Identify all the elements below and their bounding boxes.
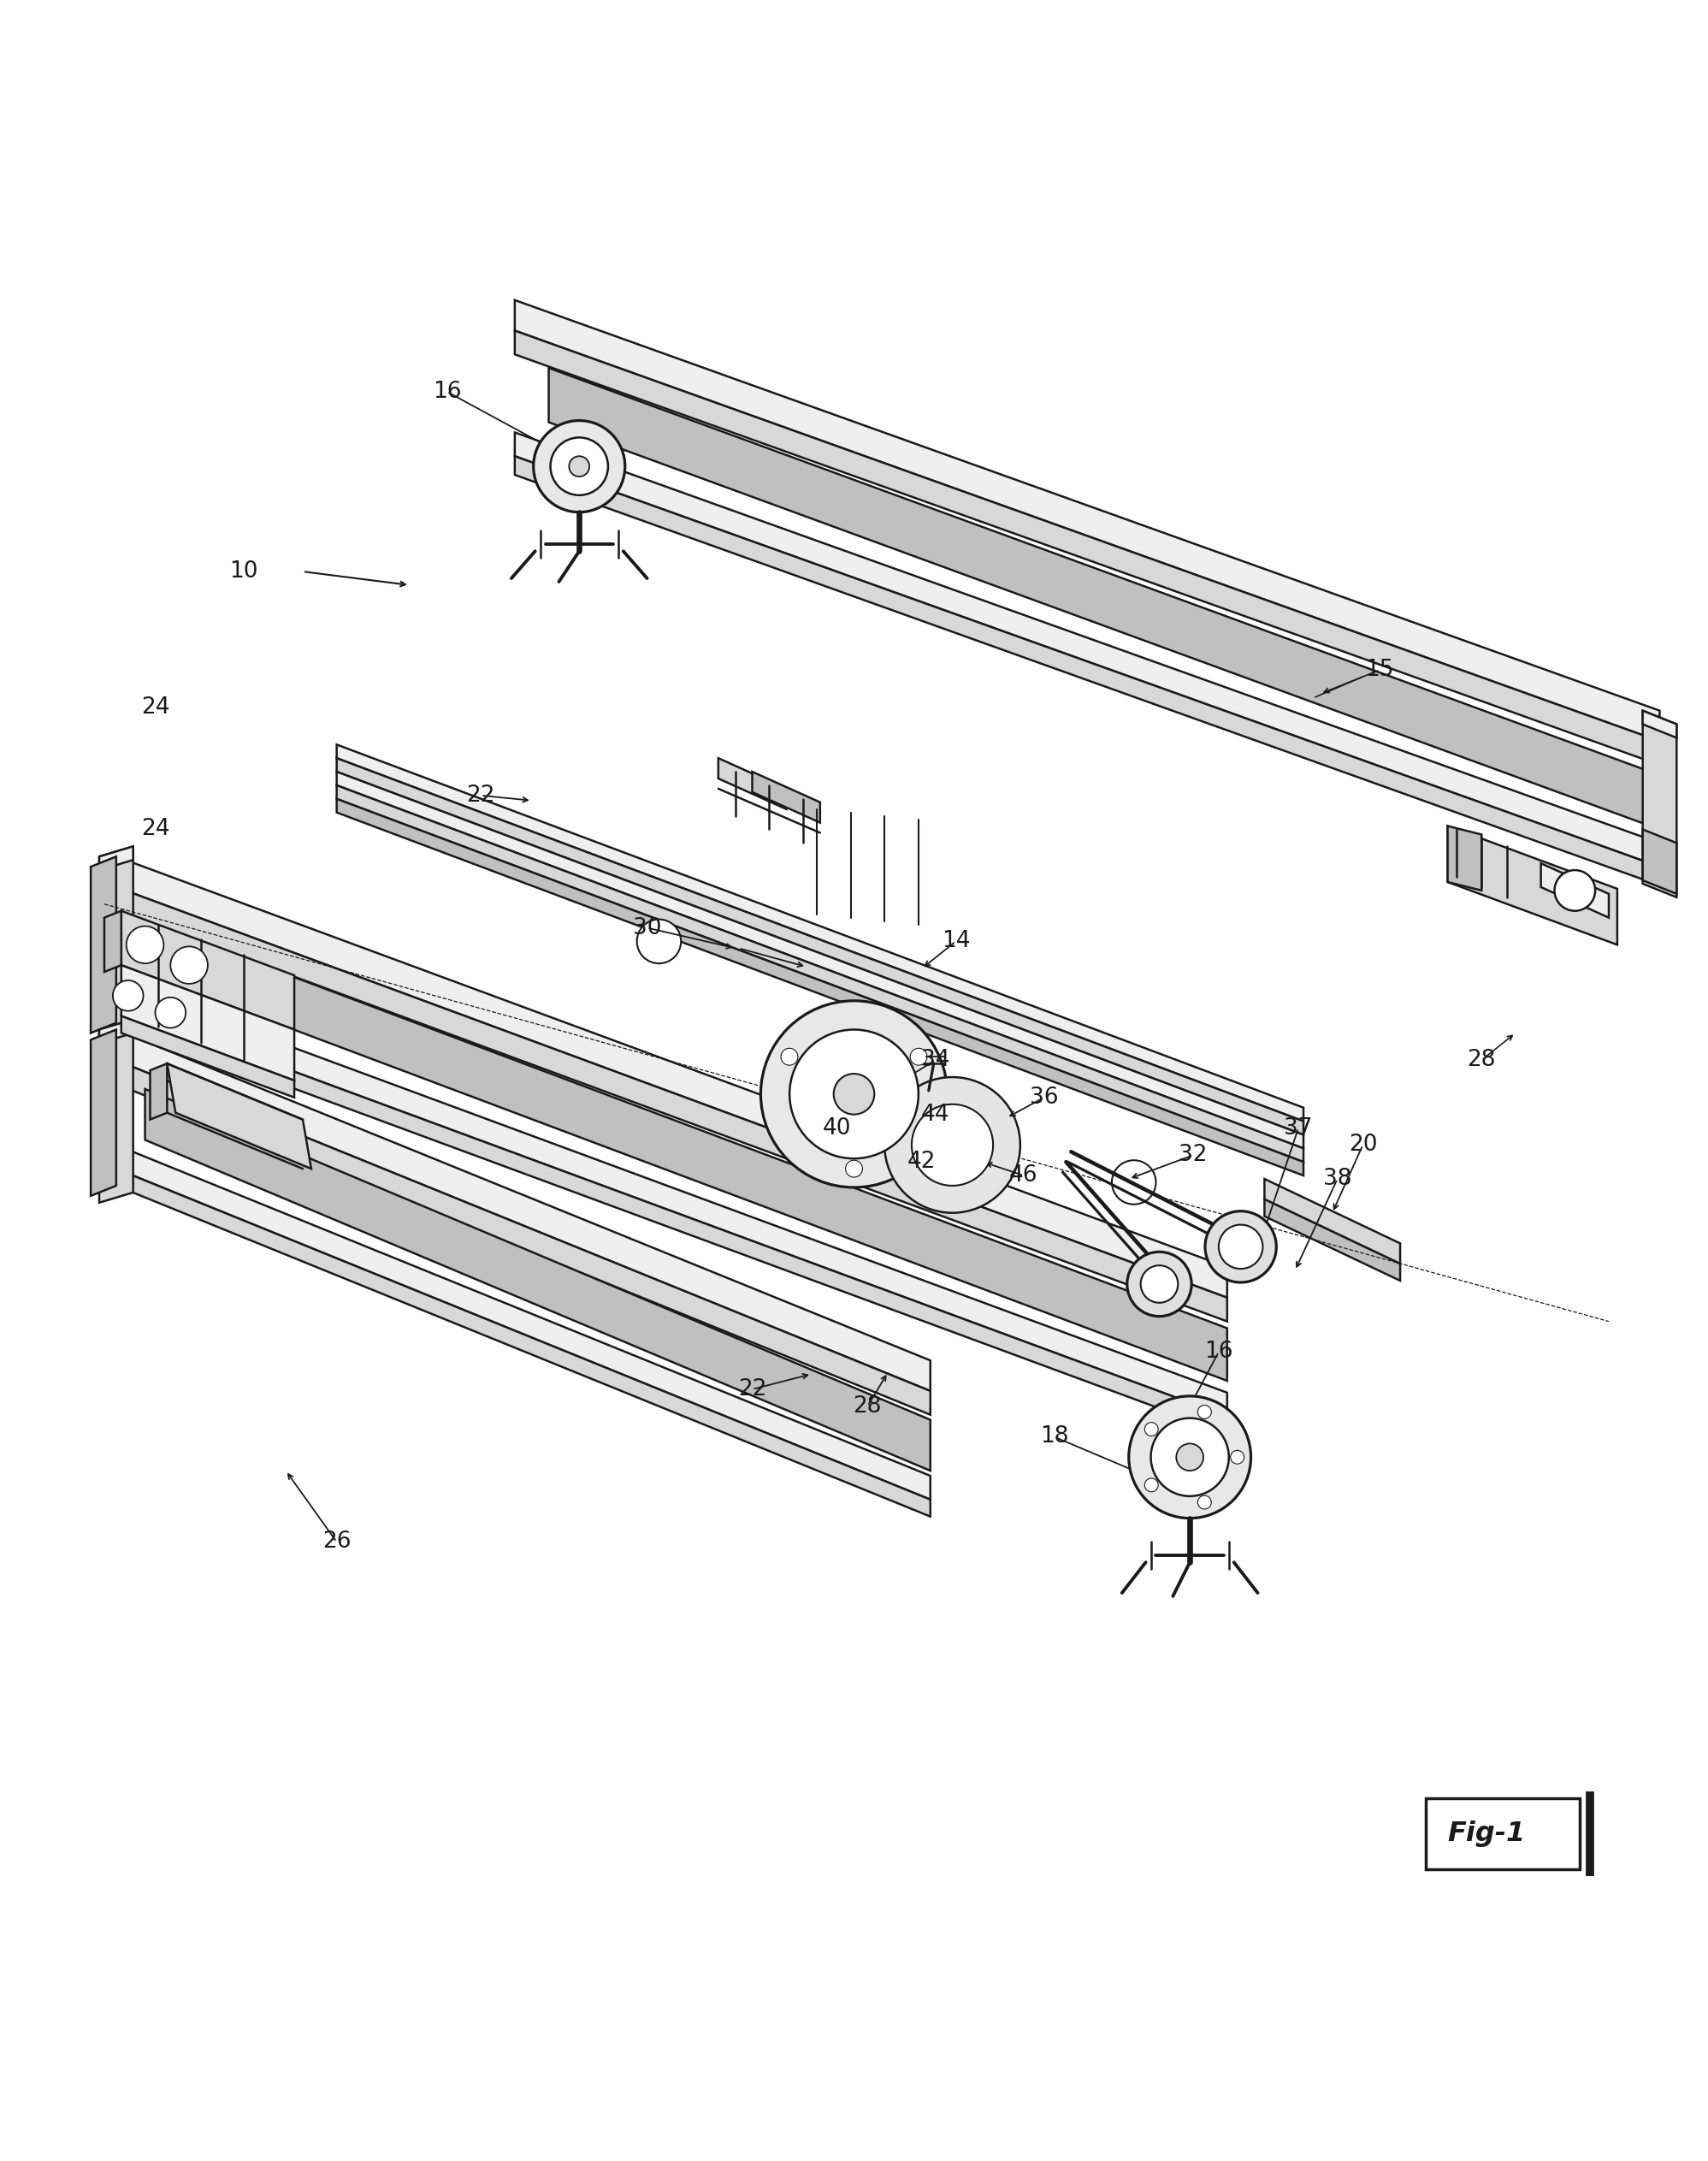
Polygon shape bbox=[1448, 826, 1481, 890]
Text: 36: 36 bbox=[1030, 1087, 1059, 1109]
Polygon shape bbox=[514, 331, 1660, 765]
Text: Fig-1: Fig-1 bbox=[1448, 1820, 1525, 1848]
Text: 10: 10 bbox=[229, 560, 258, 583]
Text: 26: 26 bbox=[323, 1530, 352, 1554]
Circle shape bbox=[550, 437, 608, 495]
Circle shape bbox=[885, 1076, 1020, 1212]
Polygon shape bbox=[1448, 826, 1617, 944]
Circle shape bbox=[637, 918, 681, 964]
Circle shape bbox=[912, 1104, 992, 1186]
Polygon shape bbox=[752, 771, 820, 823]
Circle shape bbox=[533, 421, 625, 512]
Circle shape bbox=[1177, 1444, 1204, 1472]
FancyBboxPatch shape bbox=[1426, 1798, 1580, 1869]
Polygon shape bbox=[336, 800, 1303, 1176]
Text: 22: 22 bbox=[466, 784, 495, 806]
Polygon shape bbox=[1264, 1180, 1401, 1264]
Polygon shape bbox=[145, 921, 1226, 1381]
Polygon shape bbox=[1264, 1199, 1401, 1281]
Polygon shape bbox=[1643, 711, 1677, 737]
Circle shape bbox=[1144, 1422, 1158, 1437]
Polygon shape bbox=[99, 847, 133, 1039]
Text: 44: 44 bbox=[921, 1104, 950, 1126]
Polygon shape bbox=[116, 856, 1226, 1297]
Text: 22: 22 bbox=[738, 1379, 767, 1400]
Circle shape bbox=[834, 1074, 874, 1115]
Text: 16: 16 bbox=[432, 380, 461, 402]
Polygon shape bbox=[121, 910, 294, 1029]
Polygon shape bbox=[116, 1005, 1226, 1433]
Polygon shape bbox=[548, 367, 1660, 830]
Polygon shape bbox=[116, 1029, 931, 1392]
Polygon shape bbox=[116, 888, 1226, 1320]
Polygon shape bbox=[719, 759, 786, 808]
Polygon shape bbox=[99, 1020, 133, 1044]
Circle shape bbox=[1197, 1495, 1211, 1508]
Polygon shape bbox=[99, 847, 133, 871]
Text: 46: 46 bbox=[1009, 1165, 1038, 1186]
Text: 24: 24 bbox=[140, 696, 169, 717]
Circle shape bbox=[1197, 1405, 1211, 1420]
Polygon shape bbox=[116, 1169, 931, 1517]
Polygon shape bbox=[121, 966, 294, 1080]
Circle shape bbox=[760, 1001, 948, 1186]
Circle shape bbox=[1206, 1210, 1276, 1281]
Circle shape bbox=[1554, 871, 1595, 910]
Circle shape bbox=[113, 981, 143, 1011]
Polygon shape bbox=[104, 910, 121, 972]
Circle shape bbox=[1127, 1251, 1192, 1316]
Polygon shape bbox=[121, 1016, 294, 1098]
Circle shape bbox=[126, 927, 164, 964]
Circle shape bbox=[569, 456, 589, 478]
Text: 40: 40 bbox=[823, 1117, 851, 1139]
Text: 32: 32 bbox=[1179, 1143, 1208, 1167]
Polygon shape bbox=[116, 981, 1226, 1415]
Text: 28: 28 bbox=[1467, 1048, 1496, 1072]
Polygon shape bbox=[336, 784, 1303, 1163]
Polygon shape bbox=[99, 1020, 133, 1204]
Polygon shape bbox=[91, 1029, 116, 1195]
Polygon shape bbox=[150, 1063, 167, 1119]
Circle shape bbox=[1112, 1160, 1156, 1204]
Polygon shape bbox=[91, 856, 116, 1033]
Polygon shape bbox=[514, 300, 1660, 741]
Circle shape bbox=[1230, 1450, 1243, 1463]
Polygon shape bbox=[1643, 830, 1677, 895]
Text: 14: 14 bbox=[941, 929, 970, 953]
Circle shape bbox=[910, 1048, 927, 1065]
Polygon shape bbox=[1541, 864, 1609, 918]
Polygon shape bbox=[116, 1145, 931, 1500]
Text: 16: 16 bbox=[1204, 1340, 1233, 1364]
Polygon shape bbox=[514, 432, 1660, 867]
Text: 34: 34 bbox=[921, 1048, 950, 1072]
Polygon shape bbox=[116, 1061, 931, 1415]
Circle shape bbox=[781, 1048, 798, 1065]
Text: 28: 28 bbox=[854, 1396, 881, 1418]
Polygon shape bbox=[336, 771, 1303, 1147]
Circle shape bbox=[1144, 1478, 1158, 1491]
Polygon shape bbox=[336, 759, 1303, 1135]
Text: 20: 20 bbox=[1349, 1135, 1377, 1156]
Circle shape bbox=[1141, 1266, 1179, 1303]
Circle shape bbox=[155, 998, 186, 1029]
Text: 24: 24 bbox=[140, 819, 169, 841]
Circle shape bbox=[1129, 1396, 1250, 1519]
Text: 30: 30 bbox=[632, 916, 661, 938]
Polygon shape bbox=[336, 746, 1303, 1122]
Text: 38: 38 bbox=[1324, 1167, 1351, 1191]
Polygon shape bbox=[1643, 711, 1677, 897]
Polygon shape bbox=[514, 456, 1660, 886]
Circle shape bbox=[789, 1029, 919, 1158]
Circle shape bbox=[1151, 1418, 1228, 1495]
Text: 42: 42 bbox=[907, 1152, 936, 1173]
Text: 37: 37 bbox=[1284, 1117, 1313, 1139]
Circle shape bbox=[845, 1160, 863, 1178]
Polygon shape bbox=[145, 1089, 931, 1472]
Circle shape bbox=[1220, 1225, 1262, 1269]
Text: 18: 18 bbox=[1040, 1426, 1069, 1448]
Circle shape bbox=[171, 947, 208, 983]
Text: 15: 15 bbox=[1365, 659, 1394, 681]
Polygon shape bbox=[167, 1063, 311, 1169]
